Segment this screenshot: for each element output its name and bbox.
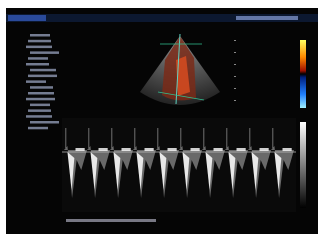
upper-signal bbox=[249, 128, 250, 148]
parameter-text-block bbox=[28, 92, 54, 95]
parameter-text-block bbox=[30, 86, 53, 89]
parameter-text-block bbox=[30, 104, 50, 107]
parameter-text-block bbox=[28, 75, 57, 78]
beat-band bbox=[283, 148, 292, 151]
beat-band bbox=[260, 148, 269, 151]
upper-signal bbox=[65, 128, 66, 148]
beat-band bbox=[214, 148, 223, 151]
upper-signal bbox=[226, 128, 227, 148]
parameter-text-block bbox=[30, 69, 56, 72]
parameter-text-block bbox=[30, 121, 59, 124]
upper-signal bbox=[157, 128, 158, 148]
upper-signal bbox=[180, 128, 181, 148]
beat-band bbox=[99, 148, 108, 151]
upper-signal bbox=[111, 128, 112, 148]
upper-signal bbox=[88, 128, 89, 148]
parameter-text-block bbox=[30, 51, 59, 54]
grey-scale bbox=[300, 122, 306, 208]
upper-signal bbox=[272, 128, 273, 148]
color-scale bbox=[300, 40, 306, 108]
parameter-text-block bbox=[28, 127, 48, 130]
upper-signal bbox=[134, 128, 135, 148]
parameter-text-block bbox=[28, 57, 48, 60]
footer-text-block bbox=[66, 219, 156, 222]
upper-signal bbox=[203, 128, 204, 148]
parameter-text-block bbox=[28, 40, 51, 43]
beat-band bbox=[237, 148, 246, 151]
parameter-text-block bbox=[26, 63, 49, 66]
parameter-text-block bbox=[26, 80, 46, 83]
beat-band bbox=[145, 148, 154, 151]
header-box bbox=[8, 15, 46, 21]
parameter-text-block bbox=[28, 109, 51, 112]
beat-band bbox=[191, 148, 200, 151]
beat-band bbox=[122, 148, 131, 151]
parameter-text-block bbox=[26, 46, 52, 49]
beat-band bbox=[76, 148, 85, 151]
header-text-block bbox=[236, 16, 298, 20]
parameter-text-block bbox=[26, 98, 55, 101]
beat-band bbox=[168, 148, 177, 151]
parameter-text-block bbox=[30, 34, 50, 37]
ultrasound-screen bbox=[0, 0, 324, 241]
parameter-text-block bbox=[26, 115, 52, 118]
